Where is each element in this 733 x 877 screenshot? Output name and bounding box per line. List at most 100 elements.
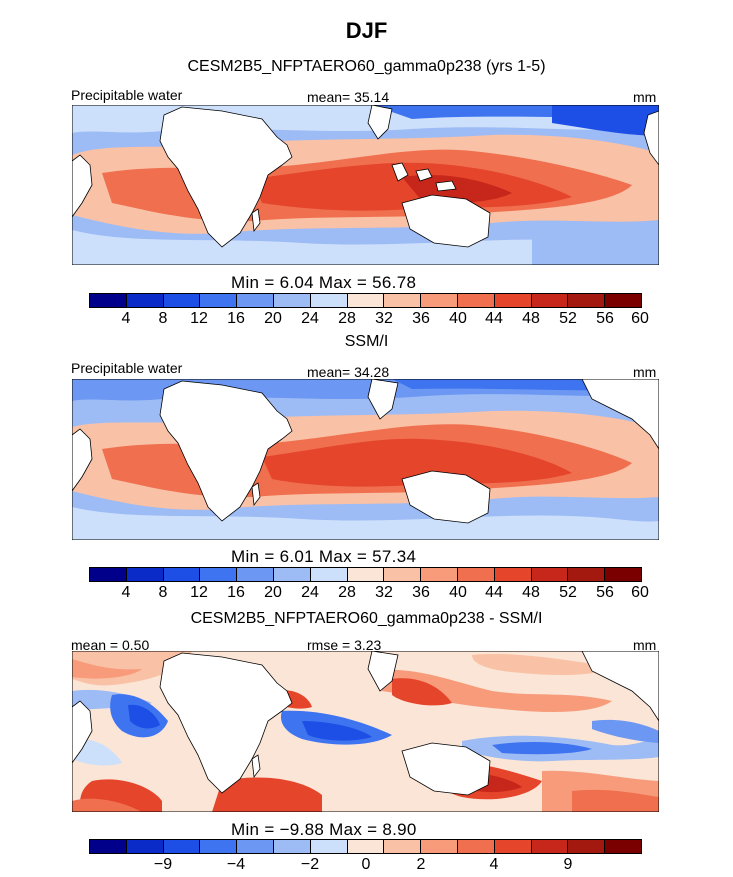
panel-3-mean-label: mean = 0.50 [71,637,150,653]
colorbar-tick-label: −2 [300,856,320,873]
panel-3-units-label: mm [633,637,657,653]
panel-3-map [72,651,659,812]
colorbar-tick-label: 52 [559,310,577,327]
colorbar-swatch [347,840,385,853]
colorbar-swatch [568,840,606,853]
panel-2-map [72,379,659,540]
colorbar-tick-label: 16 [227,584,245,601]
colorbar-swatch [273,568,311,581]
colorbar-tick-label: 60 [631,310,649,327]
colorbar-swatch [531,840,569,853]
colorbar-tick-label: 60 [631,584,649,601]
panel-2-colorbar [89,567,642,582]
colorbar-swatch [90,568,127,581]
colorbar-tick-label: 28 [338,584,356,601]
colorbar-swatch [310,568,348,581]
colorbar-swatch [347,568,385,581]
colorbar-swatch [421,568,458,581]
panel-1-variable-label: Precipitable water [71,87,183,103]
colorbar-tick-label: 28 [338,310,356,327]
colorbar-tick-label: 40 [449,584,467,601]
colorbar-tick-label: 12 [190,310,208,327]
colorbar-swatch [568,568,606,581]
colorbar-swatch [421,840,458,853]
panel-1-mean-label: mean= 35.14 [307,89,390,105]
panel-2-mean-label: mean= 34.28 [307,364,390,380]
colorbar-swatch [531,568,569,581]
panel-3-title: CESM2B5_NFPTAERO60_gamma0p238 - SSM/I [190,610,543,627]
colorbar-tick-label: 36 [412,310,430,327]
colorbar-swatch [605,294,641,307]
panel-1-units-label: mm [633,89,657,105]
colorbar-swatch [200,568,238,581]
colorbar-swatch [163,840,201,853]
colorbar-swatch [126,840,164,853]
panel-2-variable-label: Precipitable water [71,360,183,376]
colorbar-tick-label: 16 [227,310,245,327]
colorbar-tick-label: 20 [264,310,282,327]
colorbar-tick-label: 0 [361,856,371,873]
colorbar-swatch [384,568,422,581]
colorbar-swatch [457,294,495,307]
colorbar-swatch [237,840,274,853]
colorbar-tick-label: 24 [301,310,319,327]
panel-1-colorbar [89,293,642,308]
colorbar-tick-label: 40 [449,310,467,327]
colorbar-tick-label: 44 [485,310,503,327]
colorbar-swatch [126,294,164,307]
colorbar-swatch [457,568,495,581]
colorbar-tick-label: −9 [153,856,173,873]
colorbar-swatch [347,294,385,307]
colorbar-swatch [494,294,532,307]
colorbar-tick-label: 24 [301,584,319,601]
colorbar-tick-label: 2 [416,856,426,873]
colorbar-swatch [605,568,641,581]
colorbar-swatch [531,294,569,307]
colorbar-tick-label: 48 [522,310,540,327]
colorbar-tick-label: 44 [485,584,503,601]
colorbar-tick-label: 32 [375,310,393,327]
colorbar-swatch [90,840,127,853]
colorbar-swatch [421,294,458,307]
colorbar-tick-label: 56 [596,310,614,327]
colorbar-swatch [310,840,348,853]
colorbar-swatch [457,840,495,853]
colorbar-tick-label: 36 [412,584,430,601]
colorbar-swatch [237,294,274,307]
panel-1-title: CESM2B5_NFPTAERO60_gamma0p238 (yrs 1-5) [187,58,546,75]
panel-2-title: SSM/I [344,333,389,350]
colorbar-swatch [310,294,348,307]
panel-3-minmax: Min = −9.88 Max = 8.90 [231,820,417,839]
colorbar-swatch [163,294,201,307]
colorbar-tick-label: 12 [190,584,208,601]
colorbar-tick-label: 52 [559,584,577,601]
colorbar-swatch [384,294,422,307]
main-title: DJF [345,18,388,43]
colorbar-swatch [200,294,238,307]
colorbar-tick-label: 4 [489,856,499,873]
colorbar-swatch [163,568,201,581]
colorbar-swatch [273,294,311,307]
colorbar-tick-label: −4 [226,856,246,873]
colorbar-swatch [568,294,606,307]
colorbar-tick-label: 8 [158,310,168,327]
colorbar-swatch [200,840,238,853]
colorbar-swatch [494,568,532,581]
colorbar-swatch [90,294,127,307]
panel-2-units-label: mm [633,364,657,380]
colorbar-swatch [237,568,274,581]
colorbar-swatch [273,840,311,853]
panel-2-minmax: Min = 6.01 Max = 57.34 [231,547,417,566]
colorbar-tick-label: 48 [522,584,540,601]
panel-3-rmse-label: rmse = 3.23 [307,637,382,653]
panel-3-colorbar [89,839,642,854]
colorbar-tick-label: 20 [264,584,282,601]
colorbar-tick-label: 8 [158,584,168,601]
panel-1-minmax: Min = 6.04 Max = 56.78 [231,273,417,292]
colorbar-tick-label: 56 [596,584,614,601]
colorbar-tick-label: 4 [121,310,131,327]
colorbar-swatch [126,568,164,581]
colorbar-tick-label: 9 [563,856,573,873]
colorbar-tick-label: 4 [121,584,131,601]
colorbar-tick-label: 32 [375,584,393,601]
